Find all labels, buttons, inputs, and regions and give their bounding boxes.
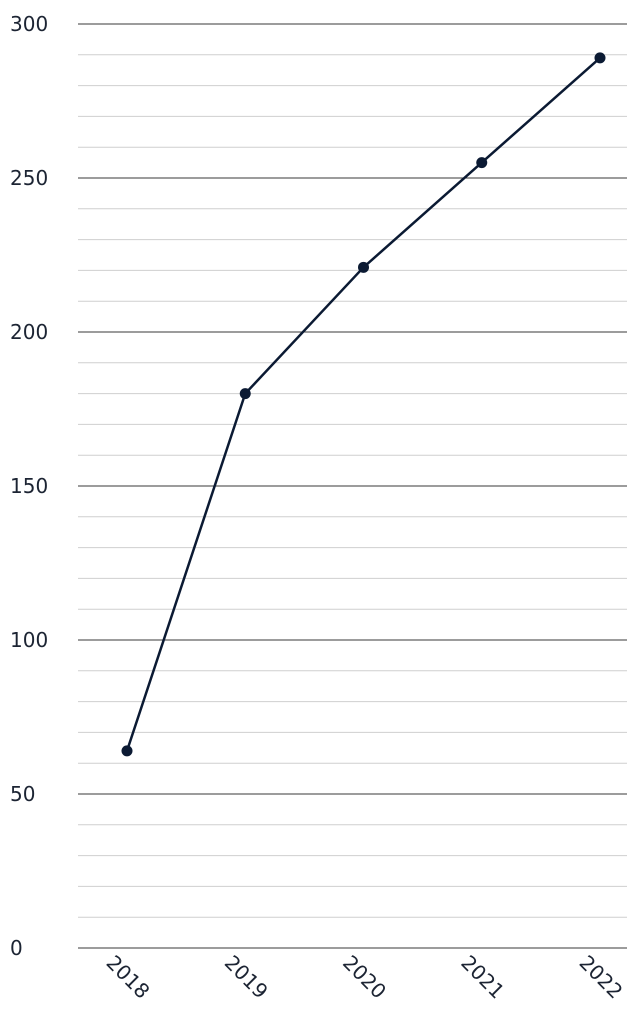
x-tick-label: 2022 <box>575 950 627 1003</box>
data-point <box>358 261 369 273</box>
y-tick-label: 250 <box>10 166 48 190</box>
y-tick-label: 100 <box>10 628 48 652</box>
x-tick-label: 2019 <box>220 950 273 1003</box>
x-tick-label: 2020 <box>338 950 391 1003</box>
series-line <box>125 56 602 753</box>
y-tick-label: 0 <box>10 936 23 960</box>
y-tick-label: 200 <box>10 320 48 344</box>
data-point <box>476 157 488 169</box>
x-axis-tick-labels: 2018 2019 2020 2021 2022 <box>102 950 627 1003</box>
data-point <box>121 745 133 757</box>
x-tick-label: 2021 <box>456 950 509 1003</box>
series-group <box>121 52 606 757</box>
data-point <box>594 52 606 64</box>
y-tick-label: 150 <box>10 474 48 498</box>
data-point <box>239 388 251 400</box>
x-tick-label: 2018 <box>102 950 155 1003</box>
y-axis-tick-labels: 0 50 100 150 200 250 300 <box>10 12 48 960</box>
y-tick-label: 300 <box>10 12 48 36</box>
grid <box>78 23 627 949</box>
y-tick-label: 50 <box>10 782 35 806</box>
